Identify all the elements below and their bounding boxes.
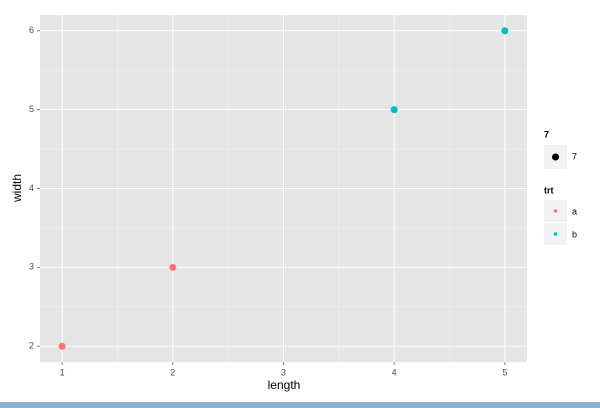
point <box>58 342 66 350</box>
point <box>501 27 509 35</box>
x-tick-label: 5 <box>502 367 507 377</box>
point <box>390 106 398 114</box>
legend-label: a <box>572 206 577 216</box>
x-tick-label: 4 <box>392 367 397 377</box>
x-tick-label: 1 <box>60 367 65 377</box>
size-legend-title: 7 <box>544 129 549 139</box>
x-tick-label: 3 <box>281 367 286 377</box>
y-tick-label: 4 <box>29 183 34 193</box>
size-legend-label: 7 <box>572 151 577 161</box>
legend-title: trt <box>544 185 554 195</box>
legend-symbol <box>553 232 558 236</box>
window-strip <box>0 402 600 408</box>
x-axis-title: length <box>268 378 301 392</box>
y-tick-label: 5 <box>29 104 34 114</box>
point <box>169 263 177 271</box>
legend-symbol <box>553 209 558 213</box>
y-tick-label: 6 <box>29 25 34 35</box>
y-tick-label: 2 <box>29 341 34 351</box>
legend-label: b <box>572 229 577 239</box>
y-tick-label: 3 <box>29 262 34 272</box>
y-axis-title: width <box>10 174 24 203</box>
x-tick-label: 2 <box>170 367 175 377</box>
legend-symbol <box>552 153 559 161</box>
